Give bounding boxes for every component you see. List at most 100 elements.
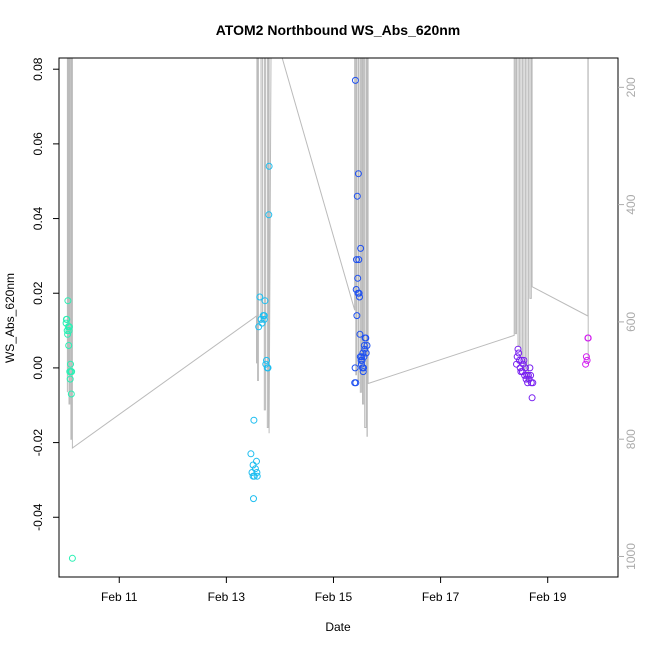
data-point: [67, 360, 74, 368]
data-point: [251, 465, 259, 473]
data-point: [261, 297, 269, 305]
y-tick-label: 0.02: [31, 281, 45, 305]
data-point: [357, 244, 365, 252]
x-axis: Feb 11 Feb 13 Feb 15 Feb 17 Feb 19: [101, 577, 567, 604]
chart-title: ATOM2 Northbound WS_Abs_620nm: [216, 22, 461, 38]
data-point: [65, 323, 73, 331]
x-tick-label: Feb 13: [208, 590, 246, 604]
data-point: [258, 319, 266, 327]
data-point: [359, 349, 367, 357]
data-point: [355, 289, 363, 297]
y2-tick-label: 800: [624, 429, 638, 449]
data-point: [584, 334, 592, 342]
data-point: [64, 330, 72, 338]
data-points-layer: [62, 76, 592, 562]
data-point: [358, 356, 366, 364]
data-point: [526, 364, 534, 372]
data-point: [250, 495, 257, 503]
data-point: [362, 349, 370, 357]
data-point: [262, 360, 270, 368]
series-3: [351, 76, 371, 387]
data-point: [359, 368, 367, 376]
y2-tick-label: 600: [624, 312, 638, 332]
data-point: [353, 256, 360, 264]
data-point: [352, 379, 360, 387]
x-tick-label: Feb 17: [422, 590, 460, 604]
plot-frame: [58, 57, 619, 578]
axes-layer: Feb 11 Feb 13 Feb 15 Feb 17 Feb 19 -0.04 -0.02…: [31, 57, 638, 604]
x-axis-label: Date: [325, 620, 351, 634]
data-point: [358, 353, 366, 361]
data-point: [515, 356, 523, 364]
data-point: [265, 162, 273, 170]
data-point: [260, 312, 268, 320]
y-tick-label: -0.02: [31, 429, 45, 457]
x-tick-label: Feb 15: [315, 590, 353, 604]
data-point: [356, 293, 363, 301]
data-point: [360, 353, 368, 361]
data-point: [515, 349, 523, 357]
data-point: [256, 293, 264, 301]
data-point: [263, 356, 270, 364]
y-tick-label: -0.04: [31, 503, 45, 531]
data-point: [360, 342, 368, 349]
data-point: [529, 379, 537, 387]
track-line: [66, 58, 589, 449]
data-point: [582, 353, 590, 361]
data-point: [582, 360, 590, 368]
y-tick-label: 0.06: [31, 132, 45, 156]
data-point: [362, 334, 370, 342]
data-point: [64, 297, 72, 305]
data-point: [354, 274, 362, 282]
data-point: [514, 345, 522, 353]
data-point: [253, 457, 260, 465]
x-tick-label: Feb 11: [101, 590, 138, 604]
data-point: [355, 256, 363, 264]
data-point: [583, 356, 591, 364]
data-point: [264, 364, 272, 372]
data-point: [265, 211, 273, 219]
data-point: [353, 192, 361, 200]
data-point: [250, 416, 258, 424]
x-tick-label: Feb 19: [529, 590, 567, 604]
y2-tick-label: 400: [624, 194, 638, 214]
data-point: [68, 368, 76, 376]
data-point: [65, 342, 73, 349]
data-point: [521, 364, 529, 372]
data-point: [247, 450, 255, 458]
y2-axis: 200 400 600 800 1000: [618, 77, 638, 570]
track-line-layer: [66, 58, 589, 449]
data-point: [513, 353, 521, 361]
series-1: [62, 297, 76, 562]
data-point: [65, 327, 73, 335]
data-point: [524, 379, 532, 387]
series-2: [247, 162, 273, 503]
y-axis-label: WS_Abs_620nm: [3, 273, 17, 363]
data-point: [260, 315, 268, 323]
data-point: [67, 390, 75, 398]
data-point: [519, 360, 527, 368]
data-point: [253, 472, 261, 480]
data-point: [353, 312, 361, 320]
data-point: [68, 554, 76, 562]
data-point: [522, 375, 530, 383]
y2-tick-label: 200: [624, 77, 638, 97]
data-point: [357, 360, 365, 368]
y-tick-label: 0.04: [31, 207, 45, 231]
data-point: [527, 371, 535, 379]
series-5: [582, 334, 592, 368]
y-tick-label: 0.00: [31, 356, 45, 380]
data-point: [361, 345, 369, 353]
data-point: [351, 76, 359, 84]
data-point: [360, 364, 368, 372]
data-point: [518, 356, 526, 364]
data-point: [524, 371, 532, 379]
y-axis: -0.04 -0.02 0.00 0.02 0.04 0.06 0.08: [31, 57, 59, 531]
data-point: [253, 469, 261, 476]
data-point: [363, 342, 371, 349]
data-point: [356, 330, 364, 338]
data-point: [520, 356, 528, 364]
y-tick-label: 0.08: [31, 57, 45, 81]
data-point: [66, 375, 74, 383]
